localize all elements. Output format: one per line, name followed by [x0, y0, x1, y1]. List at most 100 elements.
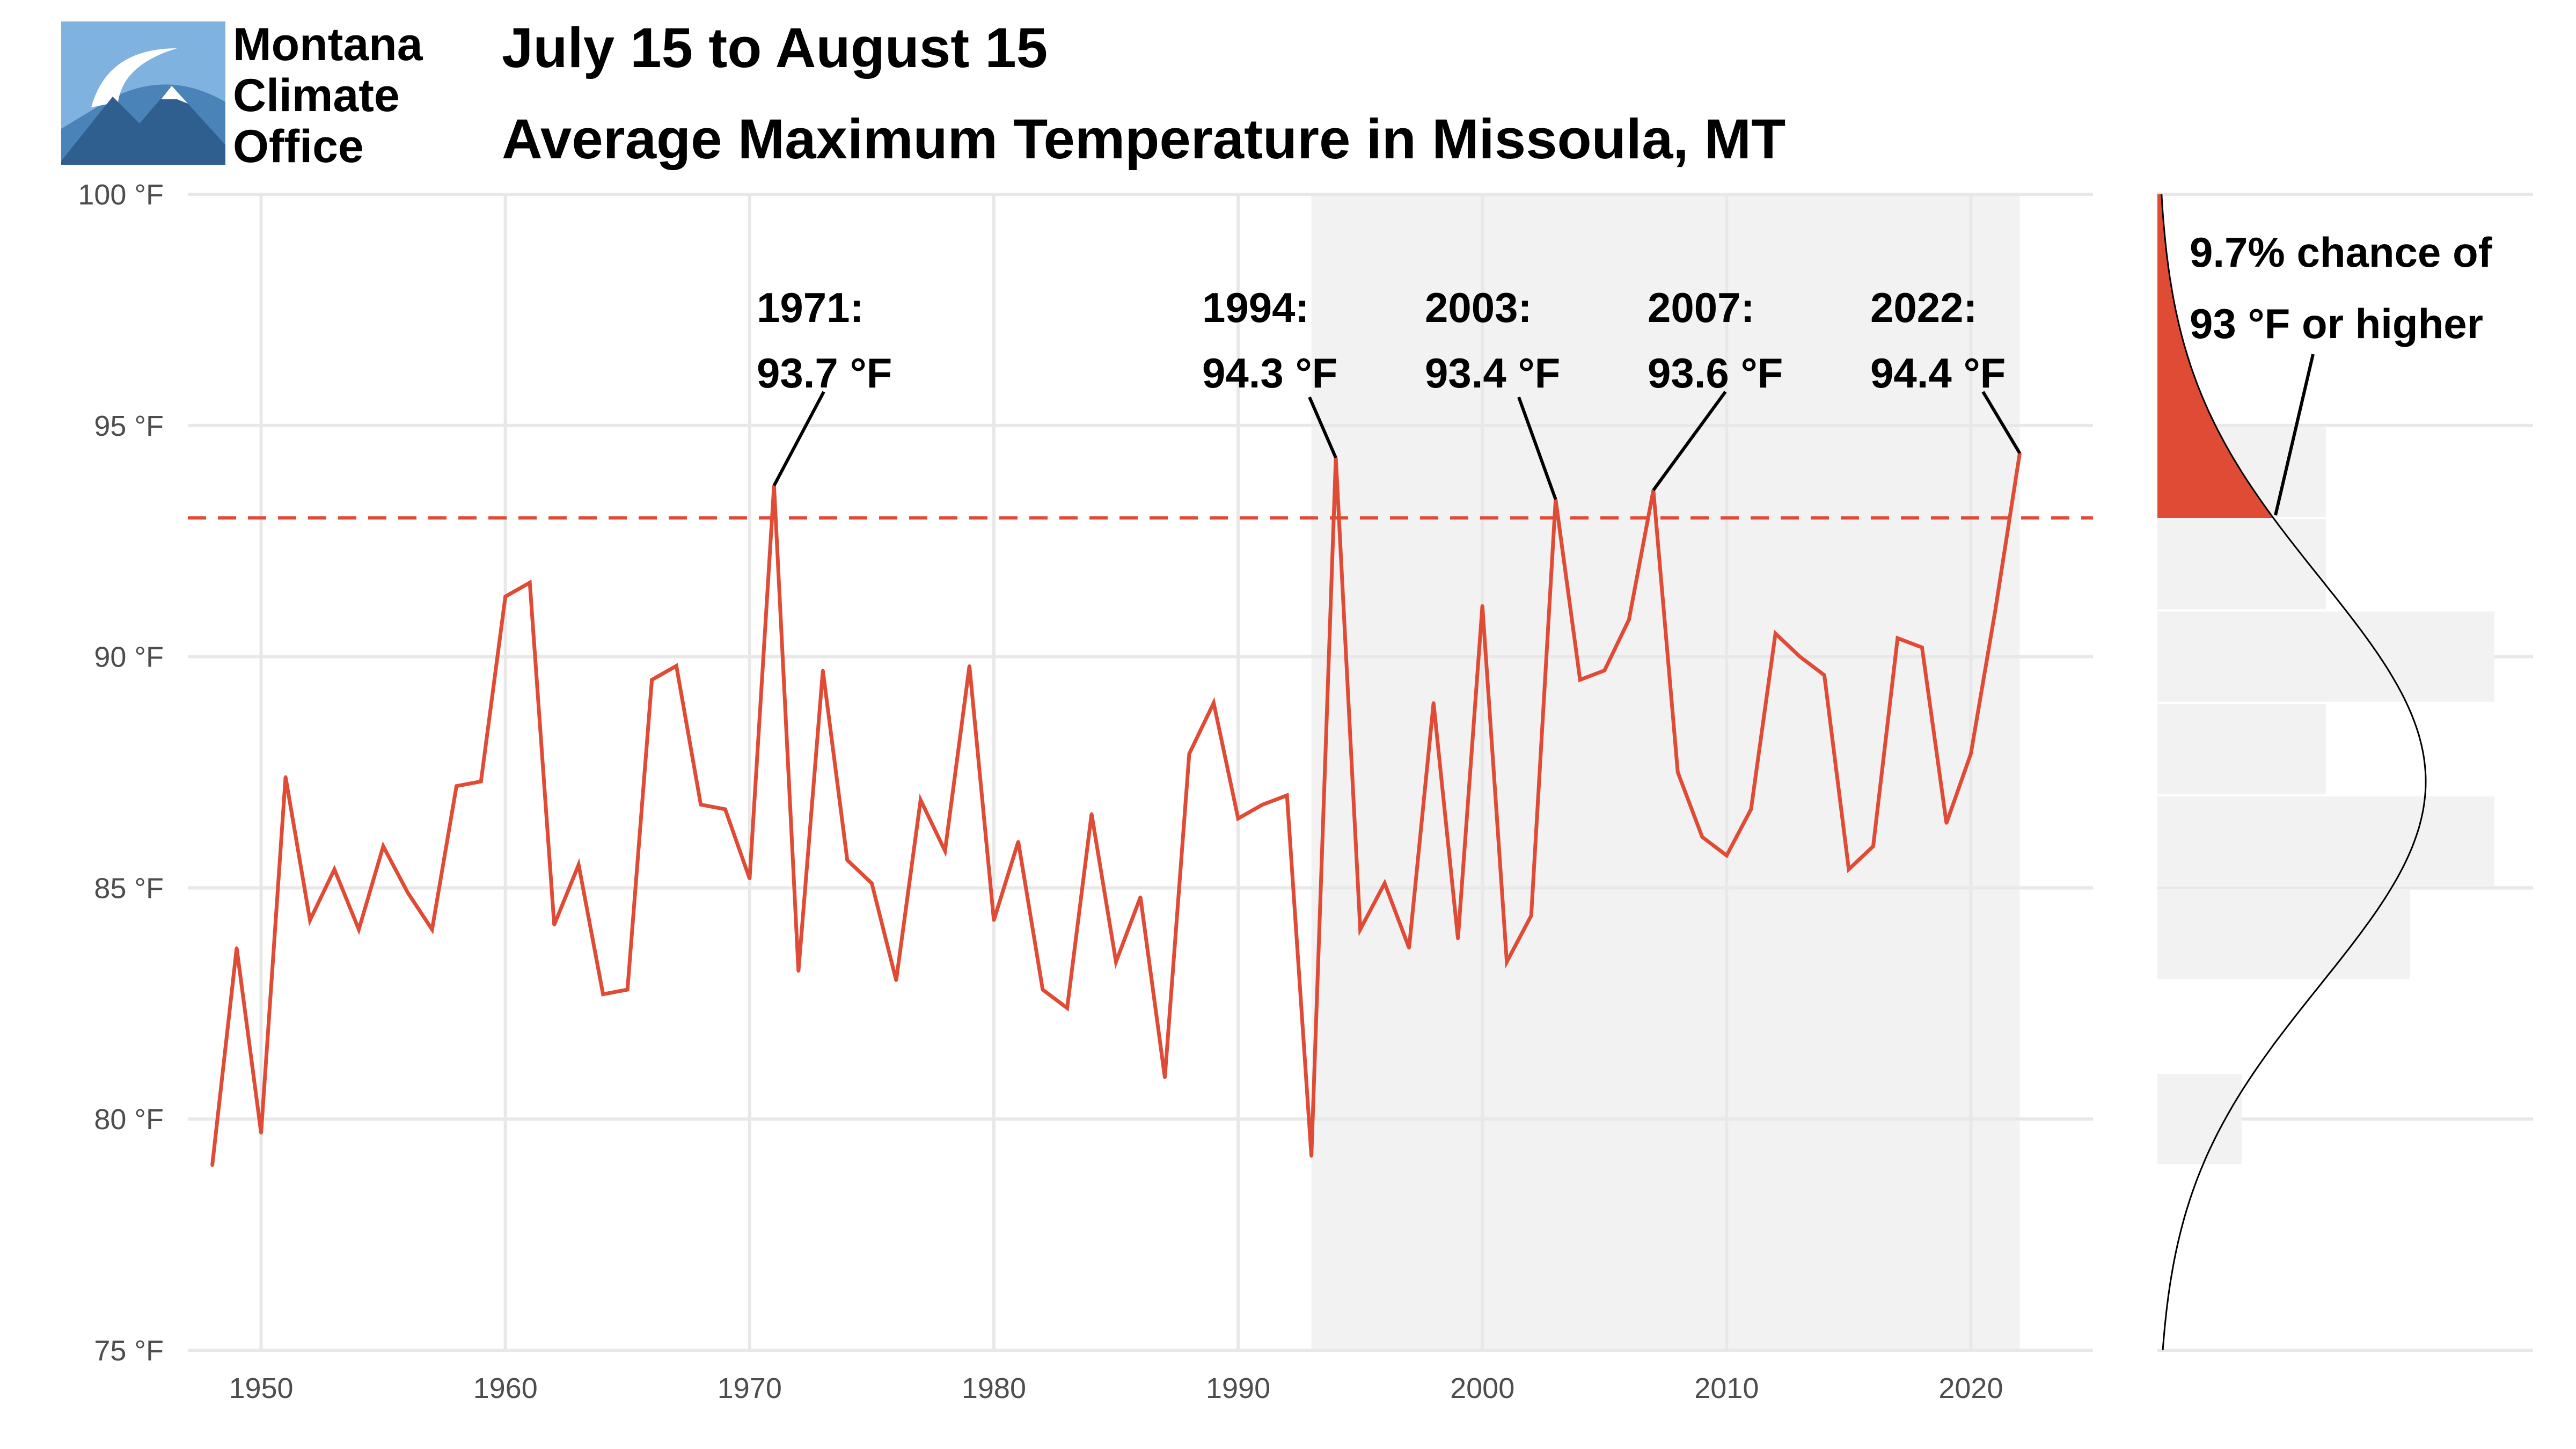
- x-tick-label: 1980: [962, 1372, 1026, 1404]
- record-annotations: 1971: 93.7 °F 1994: 94.3 °F 2003: 93.4 °F 2007…: [757, 284, 2022, 500]
- data-point-1965: [626, 987, 630, 991]
- data-point-1976: [894, 978, 898, 982]
- data-point-1979: [968, 664, 971, 668]
- annotation-2003-value: 93.4 °F: [1425, 349, 1560, 397]
- data-point-1958: [455, 784, 458, 788]
- data-point-1950: [259, 1131, 263, 1135]
- data-point-1955: [382, 844, 385, 848]
- data-point-1987: [1163, 1075, 1167, 1079]
- data-point-1960: [503, 595, 507, 598]
- data-point-1981: [1016, 840, 1020, 844]
- data-point-1959: [479, 780, 483, 784]
- data-point-2013: [1798, 655, 1802, 658]
- data-point-1962: [552, 923, 556, 927]
- data-point-2019: [1944, 821, 1948, 825]
- data-point-2014: [1823, 674, 1826, 677]
- data-point-2012: [1774, 632, 1777, 635]
- data-point-2006: [1627, 618, 1631, 621]
- logo-swoosh: [91, 48, 177, 107]
- data-point-1970: [748, 877, 751, 881]
- exceedance-area: [2157, 194, 2273, 518]
- data-point-1989: [1212, 701, 1216, 705]
- modern-period-shading: [1311, 194, 2020, 1350]
- y-tick-label: 85 °F: [94, 872, 164, 904]
- y-tick-label: 80 °F: [94, 1103, 164, 1136]
- data-point-2009: [1700, 835, 1704, 839]
- montana-climate-office-logo: Montana Climate Office: [61, 19, 423, 172]
- distribution-panel: 9.7% chance of 93 °F or higher: [2157, 193, 2533, 1352]
- x-tick-label: 2020: [1938, 1372, 2003, 1404]
- annotation-1971-year: 1971:: [757, 284, 864, 331]
- x-tick-label: 1970: [718, 1372, 782, 1404]
- annotation-1971-value: 93.7 °F: [757, 349, 892, 397]
- data-point-2004: [1578, 678, 1582, 682]
- data-point-1993: [1309, 1154, 1313, 1158]
- data-point-1988: [1188, 752, 1191, 756]
- shaded-region-1993-2022: [1311, 194, 2020, 1350]
- data-point-2005: [1602, 669, 1606, 672]
- annotation-2022-year: 2022:: [1870, 284, 1978, 331]
- data-point-1980: [992, 918, 996, 922]
- annotation-2007-leader: [1652, 391, 1727, 492]
- data-point-1967: [675, 664, 678, 668]
- chart-title: July 15 to August 15: [502, 17, 1048, 79]
- annotation-1971-leader: [772, 391, 825, 487]
- data-point-1995: [1358, 927, 1362, 931]
- data-point-1972: [796, 969, 800, 973]
- annotation-1994-year: 1994:: [1202, 284, 1309, 331]
- histogram-bar-89-91: [2157, 611, 2494, 702]
- data-point-1973: [821, 669, 825, 672]
- histogram-bar-87-89: [2157, 704, 2326, 795]
- x-axis-tick-labels: 1950 1960 1970 1980 1990 2000 2010 2020: [229, 1372, 2003, 1404]
- annotation-2003-year: 2003:: [1425, 284, 1532, 331]
- data-point-2008: [1676, 771, 1680, 774]
- x-tick-label: 1990: [1206, 1372, 1270, 1404]
- x-tick-label: 2010: [1694, 1372, 1759, 1404]
- data-point-1998: [1432, 701, 1436, 705]
- data-point-1952: [308, 918, 312, 922]
- y-tick-label: 90 °F: [94, 641, 164, 674]
- data-point-1999: [1456, 937, 1460, 941]
- data-point-1997: [1407, 946, 1411, 950]
- data-point-2000: [1481, 604, 1484, 608]
- data-point-2010: [1725, 854, 1729, 858]
- data-point-1963: [577, 863, 581, 867]
- data-point-1966: [650, 678, 654, 682]
- data-point-1948: [210, 1163, 214, 1167]
- data-point-1990: [1236, 817, 1240, 821]
- x-tick-label: 1950: [229, 1372, 293, 1404]
- data-point-2018: [1920, 646, 1924, 649]
- data-point-2017: [1896, 636, 1899, 640]
- y-tick-label: 100 °F: [78, 179, 164, 211]
- data-point-1977: [919, 798, 923, 802]
- data-point-1957: [430, 927, 434, 931]
- data-point-1961: [528, 581, 532, 584]
- data-point-1951: [284, 775, 288, 779]
- data-point-2001: [1505, 960, 1509, 964]
- data-point-1991: [1261, 803, 1264, 807]
- annotation-1994-leader: [1308, 396, 1337, 459]
- x-tick-label: 1960: [473, 1372, 538, 1404]
- annotation-2007-value: 93.6 °F: [1648, 349, 1783, 397]
- data-point-2020: [1969, 752, 1973, 756]
- gridlines: [188, 193, 2093, 1352]
- data-point-1983: [1065, 1006, 1069, 1010]
- data-point-1984: [1089, 812, 1093, 816]
- data-point-1964: [601, 992, 605, 996]
- data-point-2016: [1871, 844, 1875, 848]
- normal-curve: [2161, 194, 2427, 1351]
- x-tick-label: 2000: [1450, 1372, 1514, 1404]
- logo-line-3: Office: [233, 121, 364, 172]
- annotation-1994-value: 94.3 °F: [1202, 349, 1337, 397]
- data-point-2002: [1529, 914, 1533, 918]
- y-tick-label: 75 °F: [94, 1335, 164, 1367]
- data-point-1986: [1139, 895, 1142, 899]
- data-point-2011: [1749, 807, 1753, 811]
- data-point-1953: [333, 867, 336, 871]
- annotation-2022-leader: [1981, 391, 2022, 455]
- y-axis-tick-labels: 75 °F 80 °F 85 °F 90 °F 95 °F 100 °F: [78, 179, 164, 1367]
- logo-line-1: Montana: [233, 19, 423, 70]
- logo-mountain: [61, 86, 225, 165]
- exceedance-label-line-1: 9.7% chance of: [2190, 229, 2493, 276]
